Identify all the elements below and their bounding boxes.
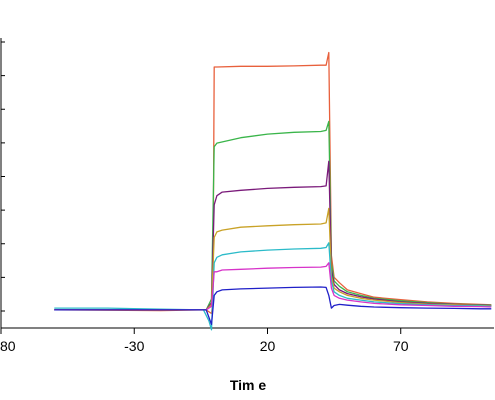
- x-axis-title: Tim e: [230, 377, 267, 393]
- x-tick-label: -30: [124, 338, 144, 354]
- series-line-6: [54, 262, 492, 311]
- y-ticks: [1, 41, 5, 312]
- series-lines: [54, 51, 492, 331]
- axes: 80 -30 20 70: [0, 38, 494, 354]
- series-line-4: [54, 207, 492, 311]
- series-line-5: [54, 242, 492, 331]
- series-line-2: [54, 120, 492, 311]
- x-ticks: 80 -30 20 70: [0, 328, 409, 354]
- x-tick-label: 70: [393, 338, 409, 354]
- series-line-1: [54, 51, 492, 315]
- x-tick-label: 20: [260, 338, 276, 354]
- x-tick-label: 80: [0, 338, 16, 354]
- series-line-7: [54, 286, 492, 326]
- series-line-3: [54, 160, 492, 311]
